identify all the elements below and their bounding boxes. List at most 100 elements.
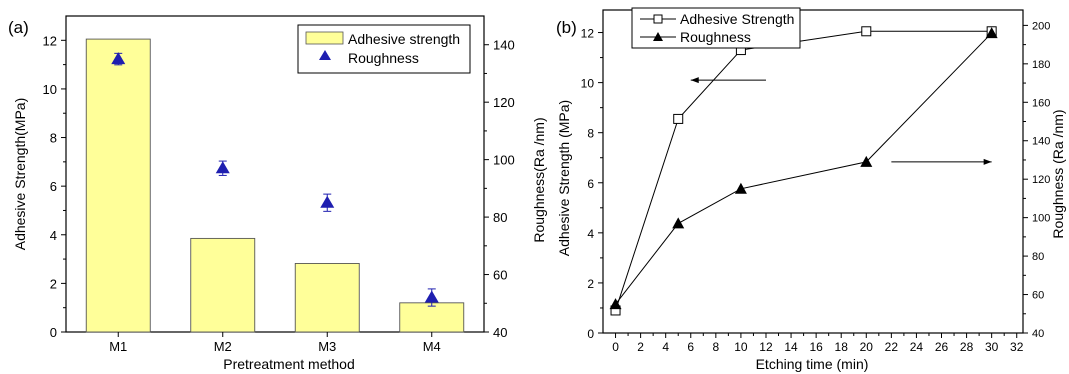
roughness-point-20	[860, 155, 873, 167]
left-tick-label: 4	[587, 227, 594, 241]
panel-a-label: (a)	[8, 18, 29, 37]
panel-b-arrows	[690, 77, 992, 165]
panel-b-left-axis-title: Adhesive Strength (MPa)	[556, 100, 572, 256]
left-tick-label: 0	[587, 327, 594, 341]
right-tick-label: 120	[493, 95, 515, 110]
right-tick-label: 80	[493, 210, 507, 225]
left-tick-label: 8	[587, 127, 594, 141]
bar-m3	[294, 263, 360, 333]
x-tick-label: 20	[860, 340, 874, 354]
adhesive-strength-point-20	[861, 26, 872, 37]
panel-b-legend: Adhesive Strength Roughness	[631, 7, 801, 49]
panel-b-plot-frame	[602, 9, 1024, 334]
x-tick-label: 8	[712, 340, 719, 354]
x-tick-label: 6	[687, 340, 694, 354]
legend-marker-adhesive-strength	[653, 14, 663, 24]
right-tick-label: 100	[1032, 213, 1050, 225]
adhesive-strength-point-5	[673, 113, 684, 124]
bar-m4	[399, 302, 465, 333]
roughness-point-m1	[111, 52, 126, 65]
x-tick-label: 16	[809, 340, 823, 354]
right-tick-label: 80	[1032, 251, 1044, 263]
x-tick-label: M3	[318, 339, 336, 354]
panel-a: (a) 0 2 4 6 8 10 12 40 60 80 100 120 140 M1 M2 M3 M4 P…	[8, 15, 547, 372]
roughness-line	[615, 32, 993, 305]
x-tick-label: 32	[1010, 340, 1024, 354]
right-tick-label: 200	[1032, 20, 1050, 32]
x-tick-label: 10	[734, 340, 748, 354]
legend-label-roughness-b: Roughness	[680, 29, 751, 45]
x-tick-label: 4	[662, 340, 669, 354]
left-tick-label: 10	[43, 82, 57, 97]
panel-a-legend: Adhesive strength Roughness	[297, 24, 471, 74]
legend-marker-roughness-b	[653, 32, 663, 41]
x-tick-label: 22	[885, 340, 899, 354]
left-tick-label: 4	[50, 228, 57, 243]
roughness-point-m2	[215, 161, 230, 174]
x-tick-label: 0	[612, 340, 619, 354]
panel-b-x-axis: 0 2 4 6 8 10 12 14 16 18 20 22 24 26 28 30 32	[612, 333, 1024, 354]
legend-swatch-adhesive-strength	[305, 31, 344, 45]
panel-a-x-axis: M1 M2 M3 M4	[109, 332, 441, 354]
left-tick-label: 2	[587, 277, 594, 291]
left-tick-label: 12	[581, 27, 595, 41]
x-tick-label: 18	[835, 340, 849, 354]
right-tick-label: 140	[1032, 136, 1050, 148]
left-tick-label: 6	[587, 177, 594, 191]
panel-a-markers	[111, 52, 439, 307]
legend-marker-roughness	[319, 50, 331, 60]
axis-arrow-right-head	[983, 158, 992, 165]
x-tick-label: 14	[784, 340, 798, 354]
panel-a-legend-box	[297, 24, 471, 74]
panel-a-right-axis: 40 60 80 100 120 140	[484, 38, 515, 340]
left-tick-label: 2	[50, 276, 57, 291]
left-tick-label: 0	[50, 325, 57, 340]
left-tick-label: 8	[50, 131, 57, 146]
legend-label-adhesive-strength-b: Adhesive Strength	[680, 11, 794, 27]
panel-b-right-axis: 40 60 80 100 120 140 160 180 200	[1023, 20, 1050, 340]
x-tick-label: 24	[910, 340, 924, 354]
bar-m1	[85, 38, 151, 333]
x-tick-label: M2	[214, 339, 232, 354]
axis-arrow-left-head	[690, 77, 699, 84]
panel-b-series	[609, 26, 998, 316]
panel-b-left-axis: 0 2 4 6 8 10 12	[581, 27, 603, 341]
panel-b-label: (b)	[556, 18, 577, 37]
adhesive-strength-line	[615, 30, 992, 311]
x-tick-label: 2	[637, 340, 644, 354]
panel-b-right-axis-title: Roughness (Ra /nm)	[1050, 109, 1066, 238]
right-tick-label: 140	[493, 38, 515, 53]
right-tick-label: 120	[1032, 174, 1050, 186]
right-tick-label: 180	[1032, 59, 1050, 71]
right-tick-label: 40	[493, 325, 507, 340]
x-tick-label: M4	[423, 339, 441, 354]
roughness-point-0	[609, 298, 622, 310]
roughness-point-m4	[424, 290, 439, 303]
x-tick-label: 12	[759, 340, 773, 354]
right-tick-label: 40	[1032, 328, 1044, 340]
bar-m2	[190, 237, 256, 333]
x-tick-label: M1	[109, 339, 127, 354]
right-tick-label: 160	[1032, 97, 1050, 109]
panel-b-x-axis-title: Etching time (min)	[756, 356, 869, 372]
left-tick-label: 10	[581, 77, 595, 91]
panel-a-bars	[85, 38, 465, 333]
legend-label-adhesive-strength: Adhesive strength	[348, 31, 460, 47]
legend-label-roughness: Roughness	[348, 50, 419, 66]
roughness-point-5	[672, 217, 685, 229]
roughness-point-30	[985, 27, 998, 39]
panel-a-plot-frame	[65, 15, 485, 333]
right-tick-label: 60	[1032, 290, 1044, 302]
right-tick-label: 60	[493, 268, 507, 283]
left-tick-label: 12	[43, 33, 57, 48]
panel-a-x-axis-title: Pretreatment method	[223, 356, 355, 372]
panel-a-left-axis-title: Adhesive Strength(MPa)	[12, 98, 28, 251]
roughness-point-10	[734, 182, 747, 194]
x-tick-label: 30	[985, 340, 999, 354]
panel-a-left-axis: 0 2 4 6 8 10 12	[43, 33, 66, 340]
left-tick-label: 6	[50, 179, 57, 194]
panel-a-right-axis-title: Roughness(Ra /nm)	[531, 117, 547, 242]
x-tick-label: 26	[935, 340, 949, 354]
